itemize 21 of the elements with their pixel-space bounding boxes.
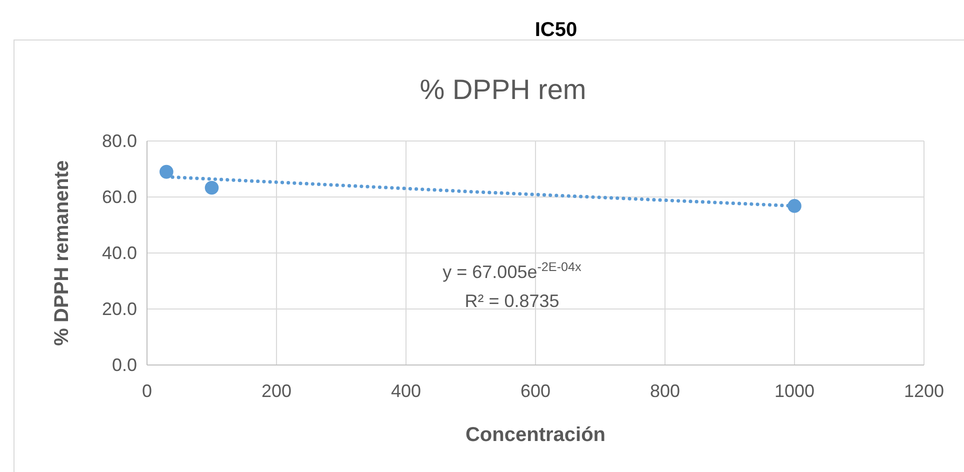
y-tick-label: 0.0 <box>112 355 137 375</box>
x-tick-label: 1000 <box>774 381 815 401</box>
point <box>160 164 174 179</box>
x-tick-label: 800 <box>650 381 680 401</box>
y-axis-title: % DPPH remanente <box>51 160 73 346</box>
x-tick-label: 1200 <box>904 381 944 401</box>
y-tick-label: 60.0 <box>102 187 137 207</box>
y-tick-label: 40.0 <box>102 243 137 263</box>
y-tick-label: 20.0 <box>102 299 137 319</box>
point <box>204 180 219 195</box>
x-tick-label: 200 <box>261 381 292 401</box>
annotation: R² = 0.8735 <box>464 291 560 311</box>
chart-subtitle: % DPPH rem <box>420 74 586 105</box>
x-tick-label: 400 <box>390 381 422 401</box>
x-tick-label: 600 <box>520 381 551 401</box>
annotation: y = 67.005e$^{-2E-04x}$ <box>442 260 582 282</box>
point <box>788 199 802 213</box>
x-axis-title: Concentración <box>465 424 606 446</box>
chart-title: IC50 <box>534 19 578 41</box>
x-tick-label: 0 <box>142 381 152 401</box>
y-tick-label: 80.0 <box>102 131 137 151</box>
